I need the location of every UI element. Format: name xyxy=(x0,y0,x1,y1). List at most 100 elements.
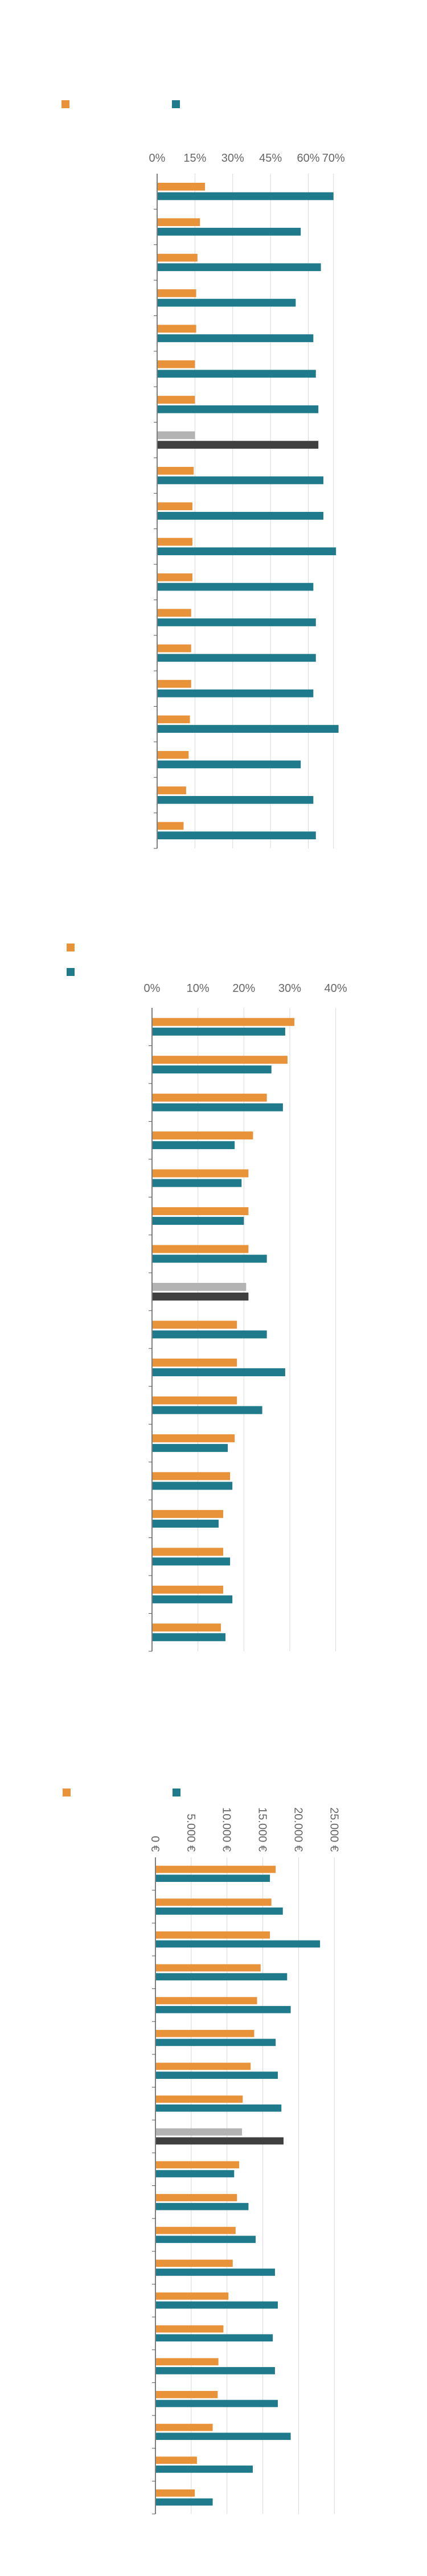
bar-series-2 xyxy=(153,1217,244,1225)
legend-swatch-2 xyxy=(173,1789,180,1796)
legend-swatch-2 xyxy=(172,100,180,108)
tick-label: 5.000 € xyxy=(184,1814,197,1852)
tick-label: 40% xyxy=(325,982,347,995)
chart-2: 0% 10% 20% 30% 40% xyxy=(67,944,347,1652)
bar-series-1 xyxy=(158,360,195,368)
bar-series-2 xyxy=(158,263,321,272)
bar-series-1 xyxy=(153,1056,288,1064)
bar-series-2 xyxy=(153,1027,285,1036)
bar-series-2 xyxy=(156,2170,235,2177)
bar-series-2 xyxy=(153,1406,262,1414)
bar-series-1 xyxy=(158,609,191,617)
bar-series-2 xyxy=(153,1557,231,1566)
bar-series-1 xyxy=(158,750,189,759)
chart-3: 0 € 5.000 € 10.000 € 15.000 € 20.000 € 25.000… xyxy=(63,1789,340,2515)
bar-series-2 xyxy=(156,2498,213,2506)
bar-series-1 xyxy=(156,2292,229,2300)
bar-series-1 xyxy=(158,680,191,688)
bar-series-2 xyxy=(156,2433,291,2440)
bar-series-1 xyxy=(158,786,186,794)
bar-series-1 xyxy=(153,1585,224,1594)
tick-label: 20.000 € xyxy=(291,1807,304,1852)
bar-highlight-series-1 xyxy=(158,431,195,440)
bar-series-1 xyxy=(158,253,198,262)
bar-series-2 xyxy=(158,725,339,733)
bar-series-1 xyxy=(156,2423,213,2431)
bar-series-1 xyxy=(158,644,191,653)
bar-series-1 xyxy=(156,2095,243,2103)
tick-label: 10.000 € xyxy=(220,1807,233,1852)
bar-series-2 xyxy=(153,1330,267,1339)
bar-series-1 xyxy=(153,1320,237,1329)
bar-highlight-series-2 xyxy=(156,2137,284,2145)
bar-series-1 xyxy=(158,538,192,546)
bar-series-1 xyxy=(156,2391,218,2398)
bar-series-2 xyxy=(156,2202,249,2210)
bar-series-2 xyxy=(156,2466,253,2473)
bar-series-1 xyxy=(153,1169,249,1178)
bar-series-1 xyxy=(158,466,194,475)
chart-1: 0% 15% 30% 45% 60% 70% xyxy=(61,100,345,849)
bar-series-2 xyxy=(156,2235,256,2243)
bar-series-1 xyxy=(153,1245,249,1253)
bar-series-2 xyxy=(156,2005,291,2013)
bar-series-2 xyxy=(158,831,316,840)
bar-series-2 xyxy=(158,405,319,413)
bar-series-1 xyxy=(153,1434,235,1442)
tick-label: 10% xyxy=(187,982,210,995)
tick-label: 0% xyxy=(149,152,166,165)
bar-series-1 xyxy=(153,1548,224,1556)
bar-series-1 xyxy=(158,396,195,404)
bar-series-2 xyxy=(153,1633,226,1642)
bar-series-2 xyxy=(158,512,324,520)
tick-label: 30% xyxy=(221,152,244,165)
bar-series-2 xyxy=(156,2399,278,2407)
bar-series-1 xyxy=(158,325,196,333)
bar-series-1 xyxy=(158,822,184,830)
bar-series-1 xyxy=(156,2161,240,2169)
tick-label: 15.000 € xyxy=(256,1807,269,1852)
tick-label: 20% xyxy=(232,982,255,995)
bar-series-2 xyxy=(158,370,316,378)
bar-series-2 xyxy=(153,1443,228,1452)
bar-highlight-series-2 xyxy=(153,1293,249,1301)
bar-series-1 xyxy=(156,2456,197,2464)
bar-series-2 xyxy=(156,2334,273,2342)
tick-label: 45% xyxy=(259,152,282,165)
bar-highlight-series-1 xyxy=(153,1283,247,1291)
bar-series-2 xyxy=(156,2301,278,2309)
bar-series-2 xyxy=(158,547,336,556)
tick-label: 70% xyxy=(322,152,345,165)
tick-label: 15% xyxy=(183,152,206,165)
bar-series-2 xyxy=(153,1179,242,1187)
bar-series-1 xyxy=(158,218,200,227)
bar-series-2 xyxy=(158,334,314,342)
bar-highlight-series-1 xyxy=(156,2128,243,2136)
bar-series-2 xyxy=(158,760,301,769)
bar-series-2 xyxy=(158,795,314,804)
bar-series-2 xyxy=(156,2269,275,2276)
bar-series-1 xyxy=(153,1396,237,1405)
tick-label: 0% xyxy=(144,982,161,995)
tick-label: 25.000 € xyxy=(327,1807,340,1852)
bar-series-1 xyxy=(153,1358,237,1367)
tick-label: 60% xyxy=(297,152,319,165)
bar-series-1 xyxy=(156,2358,219,2366)
bar-series-1 xyxy=(156,2029,254,2037)
bar-series-2 xyxy=(156,2104,282,2112)
legend-swatch-1 xyxy=(67,944,75,951)
bar-series-2 xyxy=(158,298,296,307)
bar-series-2 xyxy=(153,1254,267,1263)
bar-series-2 xyxy=(158,618,316,626)
tick-label: 30% xyxy=(278,982,301,995)
bar-series-1 xyxy=(153,1623,221,1632)
bar-series-1 xyxy=(158,289,196,297)
bar-series-1 xyxy=(158,502,192,510)
bar-series-2 xyxy=(158,654,316,662)
bar-series-2 xyxy=(158,689,314,698)
bar-series-2 xyxy=(156,1940,321,1948)
bar-series-1 xyxy=(153,1509,224,1518)
bar-series-1 xyxy=(156,2325,224,2333)
bar-series-1 xyxy=(153,1093,267,1102)
